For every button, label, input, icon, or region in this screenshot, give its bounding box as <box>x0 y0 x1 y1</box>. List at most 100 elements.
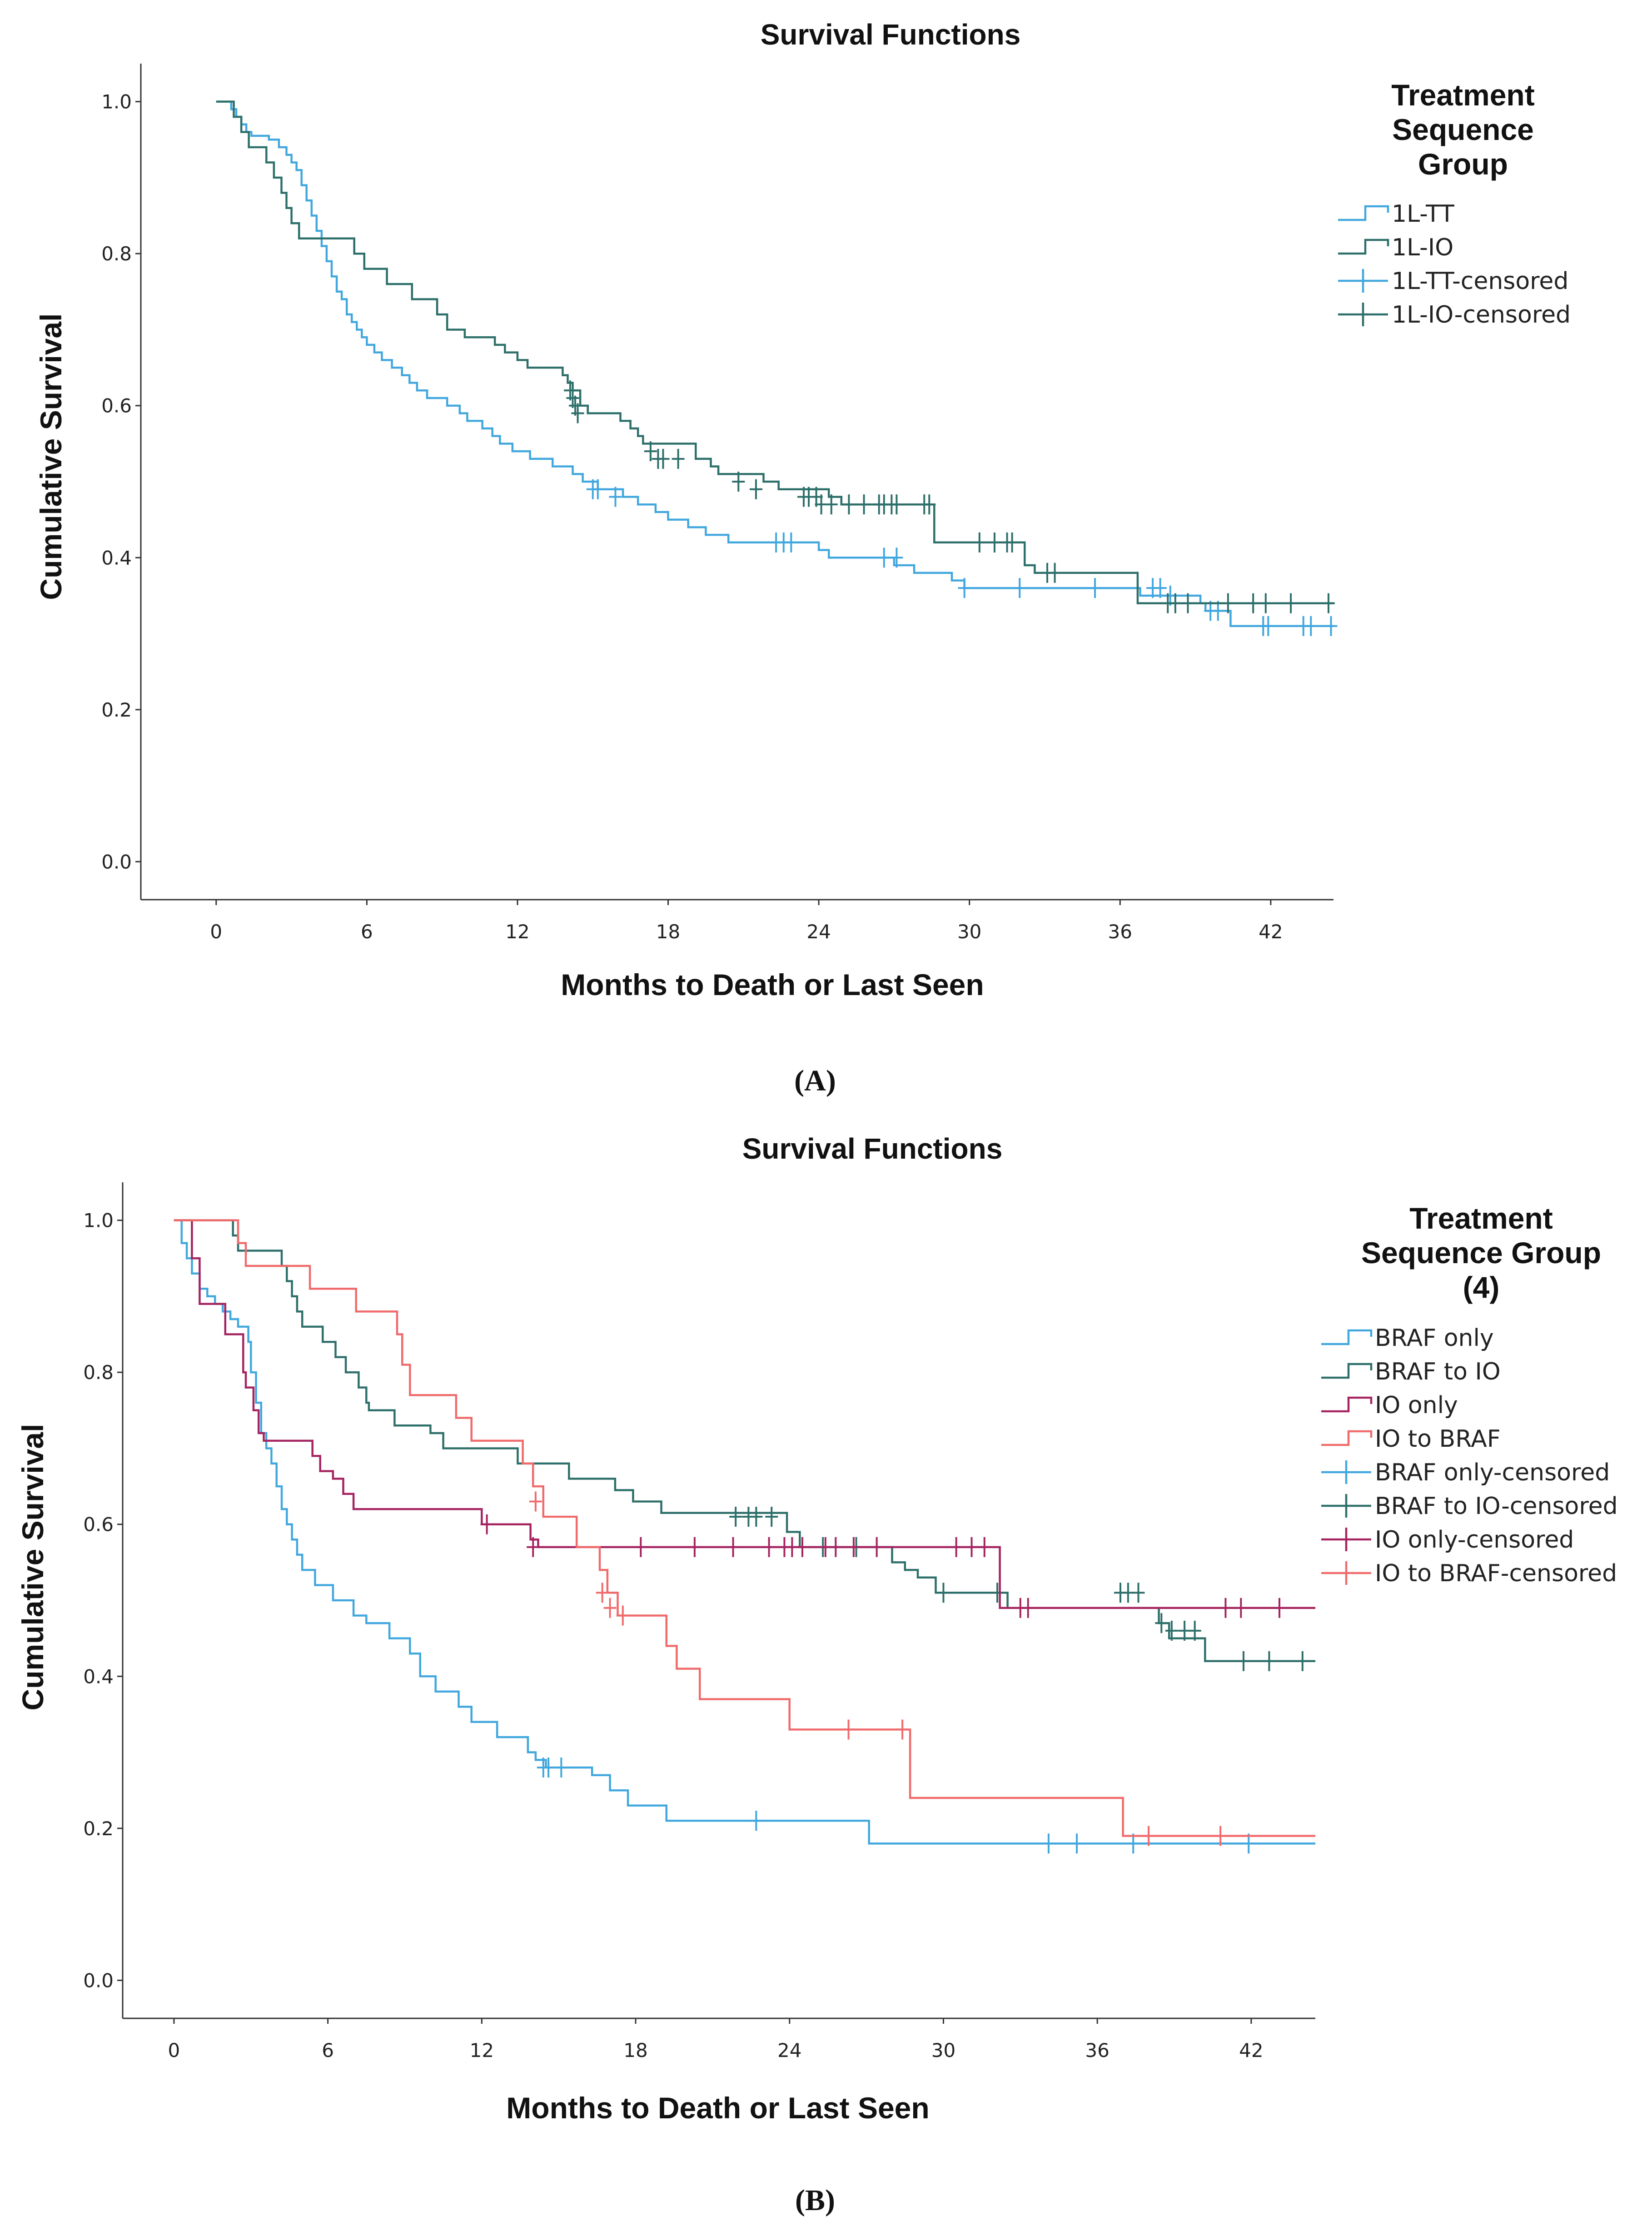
censor-mark <box>842 1719 855 1740</box>
censor-mark <box>825 494 838 515</box>
chart-title: Survival Functions <box>761 18 1021 51</box>
legend-label: IO only-censored <box>1375 1526 1574 1554</box>
censor-mark <box>1263 1651 1276 1671</box>
censor-mark <box>688 1537 701 1557</box>
x-tick-label: 18 <box>623 2039 647 2062</box>
censor-mark <box>571 403 584 423</box>
censor-mark <box>765 1507 778 1527</box>
censor-mark <box>750 1811 763 1831</box>
x-tick-label: 24 <box>777 2039 801 2062</box>
censor-mark <box>480 1514 493 1534</box>
x-tick-label: 42 <box>1259 921 1283 943</box>
censor-mark <box>634 1537 647 1557</box>
censor-mark <box>1070 1833 1083 1854</box>
censor-mark <box>566 388 579 408</box>
legend-swatch-censored <box>1338 303 1388 326</box>
y-tick-label: 0.6 <box>83 1514 114 1536</box>
censor-mark <box>842 494 856 515</box>
y-tick-label: 1.0 <box>101 91 132 113</box>
censor-mark <box>988 532 1001 553</box>
legend-label: 1L-TT-censored <box>1392 268 1568 295</box>
censor-mark <box>616 1605 629 1626</box>
censor-mark <box>1237 1651 1250 1671</box>
y-tick-label: 0.8 <box>83 1361 114 1384</box>
legend-swatch-line <box>1321 1363 1373 1379</box>
censor-mark <box>1013 578 1026 598</box>
survival-curve <box>174 1219 1315 1663</box>
x-tick-label: 24 <box>806 921 831 943</box>
x-tick-label: 12 <box>470 2039 494 2062</box>
y-tick-label: 0.0 <box>101 851 132 873</box>
censor-mark <box>569 395 582 416</box>
censor-mark <box>1262 616 1275 636</box>
x-tick-label: 6 <box>322 2039 334 2062</box>
censor-mark <box>1234 1598 1248 1618</box>
censor-mark <box>1165 1620 1178 1641</box>
censor-mark <box>750 1507 763 1527</box>
panel-label-open: ( <box>794 1064 804 1097</box>
legend-label: BRAF only-censored <box>1375 1459 1610 1486</box>
panel-label-letter: A <box>804 1064 826 1097</box>
legend-label: IO to BRAF-censored <box>1375 1560 1617 1587</box>
censor-mark <box>609 487 622 507</box>
panel-label-close: ) <box>826 1064 836 1097</box>
panel-label-b: (B) <box>795 2184 835 2217</box>
censor-mark <box>1304 616 1318 636</box>
legend-label: BRAF only <box>1375 1325 1494 1352</box>
panel-label-letter: B <box>805 2184 825 2217</box>
survival-curve <box>174 1219 1315 1837</box>
legend-title: Sequence Group <box>1361 1236 1601 1270</box>
survival-curve <box>216 100 1334 627</box>
y-tick-label: 0.0 <box>83 1969 114 1992</box>
legend-title: Group <box>1418 147 1508 181</box>
censor-mark <box>1259 593 1272 613</box>
censor-mark <box>890 548 903 568</box>
censor-mark <box>555 1758 568 1778</box>
censor-mark <box>729 1507 742 1527</box>
panel-label-close: ) <box>825 2184 835 2217</box>
censor-mark <box>1155 1613 1168 1633</box>
legend-label: 1L-TT <box>1392 200 1454 228</box>
legend-title: Sequence <box>1392 113 1534 146</box>
censor-mark <box>542 1758 555 1778</box>
censor-mark <box>672 448 685 469</box>
censor-mark <box>890 494 903 515</box>
legend-swatch-line <box>1321 1329 1373 1345</box>
censor-mark <box>1181 593 1194 613</box>
x-tick-label: 18 <box>656 921 680 943</box>
censor-mark <box>1273 1598 1286 1618</box>
y-tick-label: 1.0 <box>83 1210 114 1232</box>
x-tick-label: 6 <box>361 921 373 943</box>
censor-mark <box>591 479 604 499</box>
x-tick-label: 30 <box>931 2039 955 2062</box>
x-tick-label: 0 <box>168 2039 180 2062</box>
censor-mark <box>732 472 745 492</box>
x-tick-label: 36 <box>1108 921 1132 943</box>
censor-mark <box>991 1583 1004 1603</box>
legend-swatch-censored <box>1338 269 1388 293</box>
legend-label: 1L-IO-censored <box>1392 301 1571 329</box>
plot-area: 0 6 12 18 24 30 36 42 0.0 0.2 0.4 0.6 0.8 1.0 <box>101 64 1338 943</box>
censor-mark <box>1214 1826 1227 1846</box>
censor-mark <box>785 532 798 553</box>
x-tick-label: 36 <box>1085 2039 1109 2062</box>
censor-mark <box>1005 532 1019 553</box>
censor-mark <box>1089 578 1101 598</box>
x-tick-label: 12 <box>505 921 529 943</box>
legend-swatch-line <box>1338 239 1389 255</box>
panel-label-open: ( <box>795 2184 805 2217</box>
legend-swatch-line <box>1321 1430 1373 1446</box>
x-tick-label: 42 <box>1239 2039 1263 2062</box>
panel-label-a: (A) <box>794 1064 836 1097</box>
x-tick-label: 30 <box>957 921 981 943</box>
censor-mark <box>1247 593 1260 613</box>
censor-mark <box>1324 616 1338 636</box>
y-axis-label: Cumulative Survival <box>34 314 68 600</box>
censor-mark <box>1284 593 1298 613</box>
survival-chart-b: Survival Functions Cumulative Survival M… <box>16 1132 1618 2217</box>
censor-mark <box>749 479 762 499</box>
censor-mark <box>1188 1620 1201 1641</box>
legend-swatch-censored <box>1321 1528 1371 1551</box>
survival-curve <box>174 1219 1315 1845</box>
